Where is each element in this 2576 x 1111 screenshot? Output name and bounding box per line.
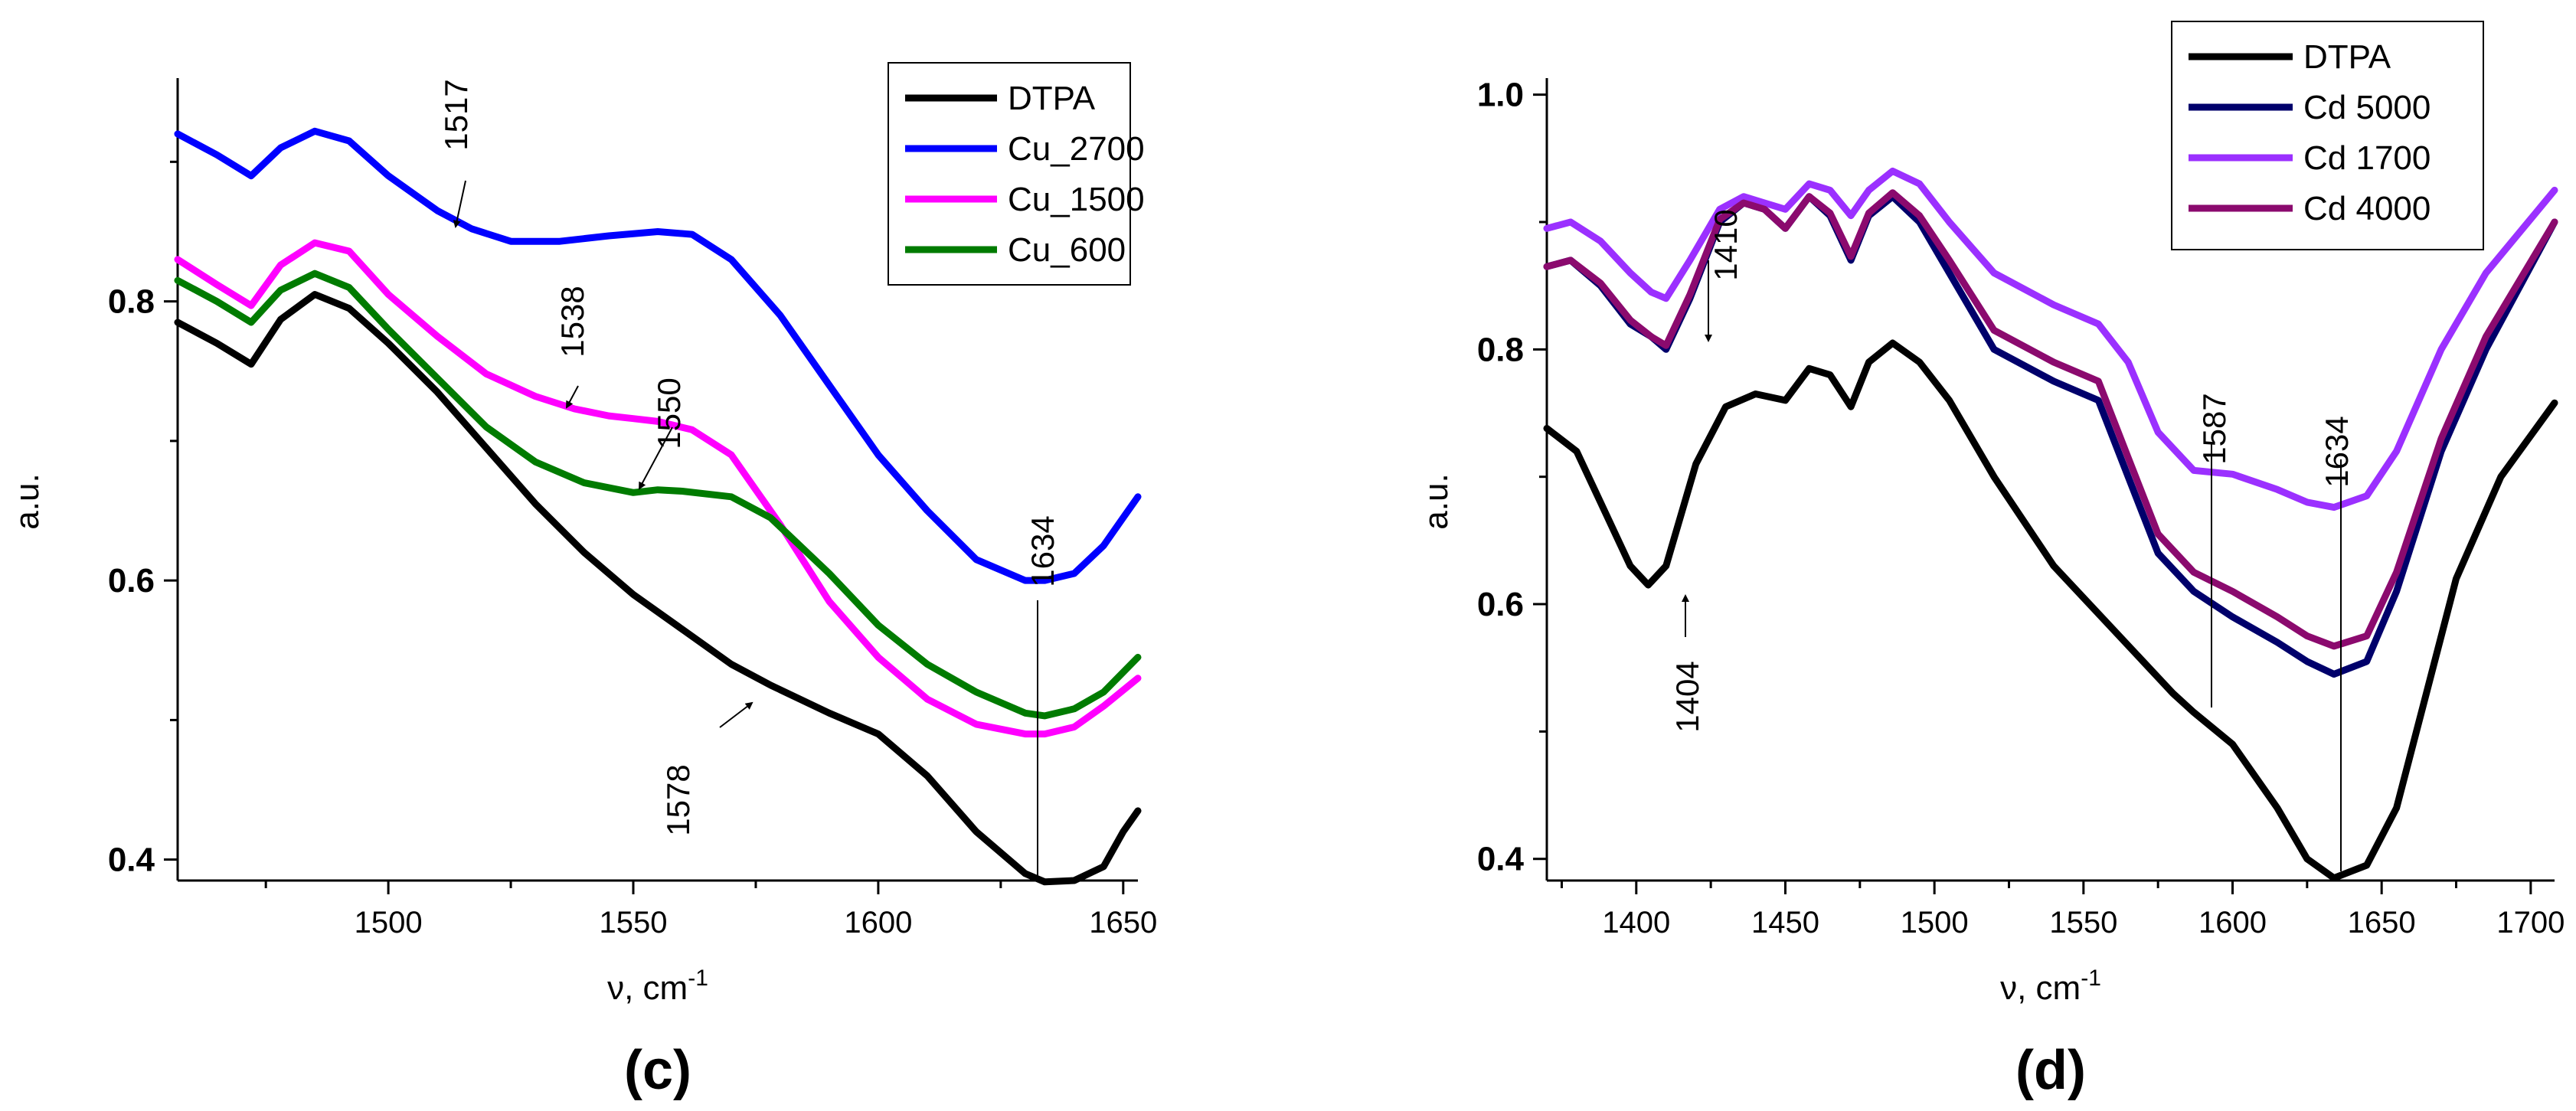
panel-d-chart: 1400 1450 1500 1550 1600 1650 1700 0.4 0.6 0.8 1.0… <box>1417 21 2565 1101</box>
x-tick-label: 1650 <box>1089 906 1157 939</box>
y-tick-label: 0.6 <box>1477 586 1524 623</box>
annotation-pointer <box>453 180 466 228</box>
annotation-label: 1538 <box>554 286 590 357</box>
y-axis-label: a.u. <box>1417 473 1455 529</box>
annotation-pointer <box>719 701 754 728</box>
x-tick-label: 1600 <box>844 906 912 939</box>
annotation-label: 1517 <box>438 79 474 150</box>
x-tick-label: 1500 <box>355 906 423 939</box>
series-line-cu-2700 <box>174 127 1142 584</box>
x-tick-label: 1450 <box>1751 906 1819 939</box>
series-line-cu-600 <box>174 270 1142 720</box>
y-tick-label: 0.6 <box>108 562 155 600</box>
legend-entry-label: DTPA <box>1008 80 1096 117</box>
x-tick-label: 1700 <box>2496 906 2565 939</box>
annotation-label: 1578 <box>660 764 696 835</box>
legend-entry-label: Cu_600 <box>1008 231 1126 269</box>
legend: DTPA Cd 5000 Cd 1700 Cd 4000 <box>2171 21 2484 250</box>
y-tick-label: 0.8 <box>108 283 155 321</box>
legend-entry-label: Cd 5000 <box>2303 89 2431 126</box>
y-axis-label: a.u. <box>8 473 46 529</box>
legend-entry-label: Cd 4000 <box>2303 190 2431 227</box>
x-tick-label: 1650 <box>2348 906 2416 939</box>
annotation-label: 1550 <box>651 377 687 449</box>
x-tick-label: 1550 <box>2049 906 2117 939</box>
x-tick-label: 1550 <box>600 906 668 939</box>
series-line-dtpa <box>1543 339 2558 882</box>
x-axis-label: ν, cm-1 <box>2000 966 2101 1007</box>
annotation-label: 1404 <box>1669 661 1705 732</box>
series-line-cd-1700 <box>1543 167 2558 511</box>
annotation-label: 1634 <box>1025 515 1061 587</box>
series-line-cu-1500 <box>174 239 1142 738</box>
legend-entry-label: Cu_2700 <box>1008 130 1145 168</box>
x-tick-label: 1400 <box>1602 906 1670 939</box>
annotation-label: 1587 <box>2196 393 2232 464</box>
y-tick-label: 1.0 <box>1477 77 1524 114</box>
x-tick-label: 1600 <box>2198 906 2267 939</box>
series-line-dtpa <box>174 291 1142 886</box>
panel-label: (d) <box>2015 1040 2086 1101</box>
series-line-cd-4000 <box>1543 189 2558 650</box>
annotation-label: 1634 <box>2319 416 2355 487</box>
y-tick-label: 0.4 <box>1477 841 1525 878</box>
legend-entry-label: Cd 1700 <box>2303 139 2431 177</box>
annotation-pointer <box>566 385 579 409</box>
annotation-label: 1410 <box>1708 209 1744 280</box>
annotation-pointer <box>639 426 673 490</box>
x-axis-label: ν, cm-1 <box>607 966 708 1007</box>
legend-entry-label: DTPA <box>2303 38 2391 76</box>
x-tick-label: 1500 <box>1901 906 1969 939</box>
y-tick-label: 0.4 <box>108 841 155 879</box>
legend-entry-label: Cu_1500 <box>1008 181 1145 218</box>
y-tick-label: 0.8 <box>1477 331 1524 368</box>
panel-c-chart: 1500 1550 1600 1650 0.4 0.6 0.8 1517 1538 1550 157… <box>8 62 1157 1101</box>
panel-label: (c) <box>624 1040 691 1101</box>
legend: DTPA Cu_2700 Cu_1500 Cu_600 <box>888 62 1145 286</box>
